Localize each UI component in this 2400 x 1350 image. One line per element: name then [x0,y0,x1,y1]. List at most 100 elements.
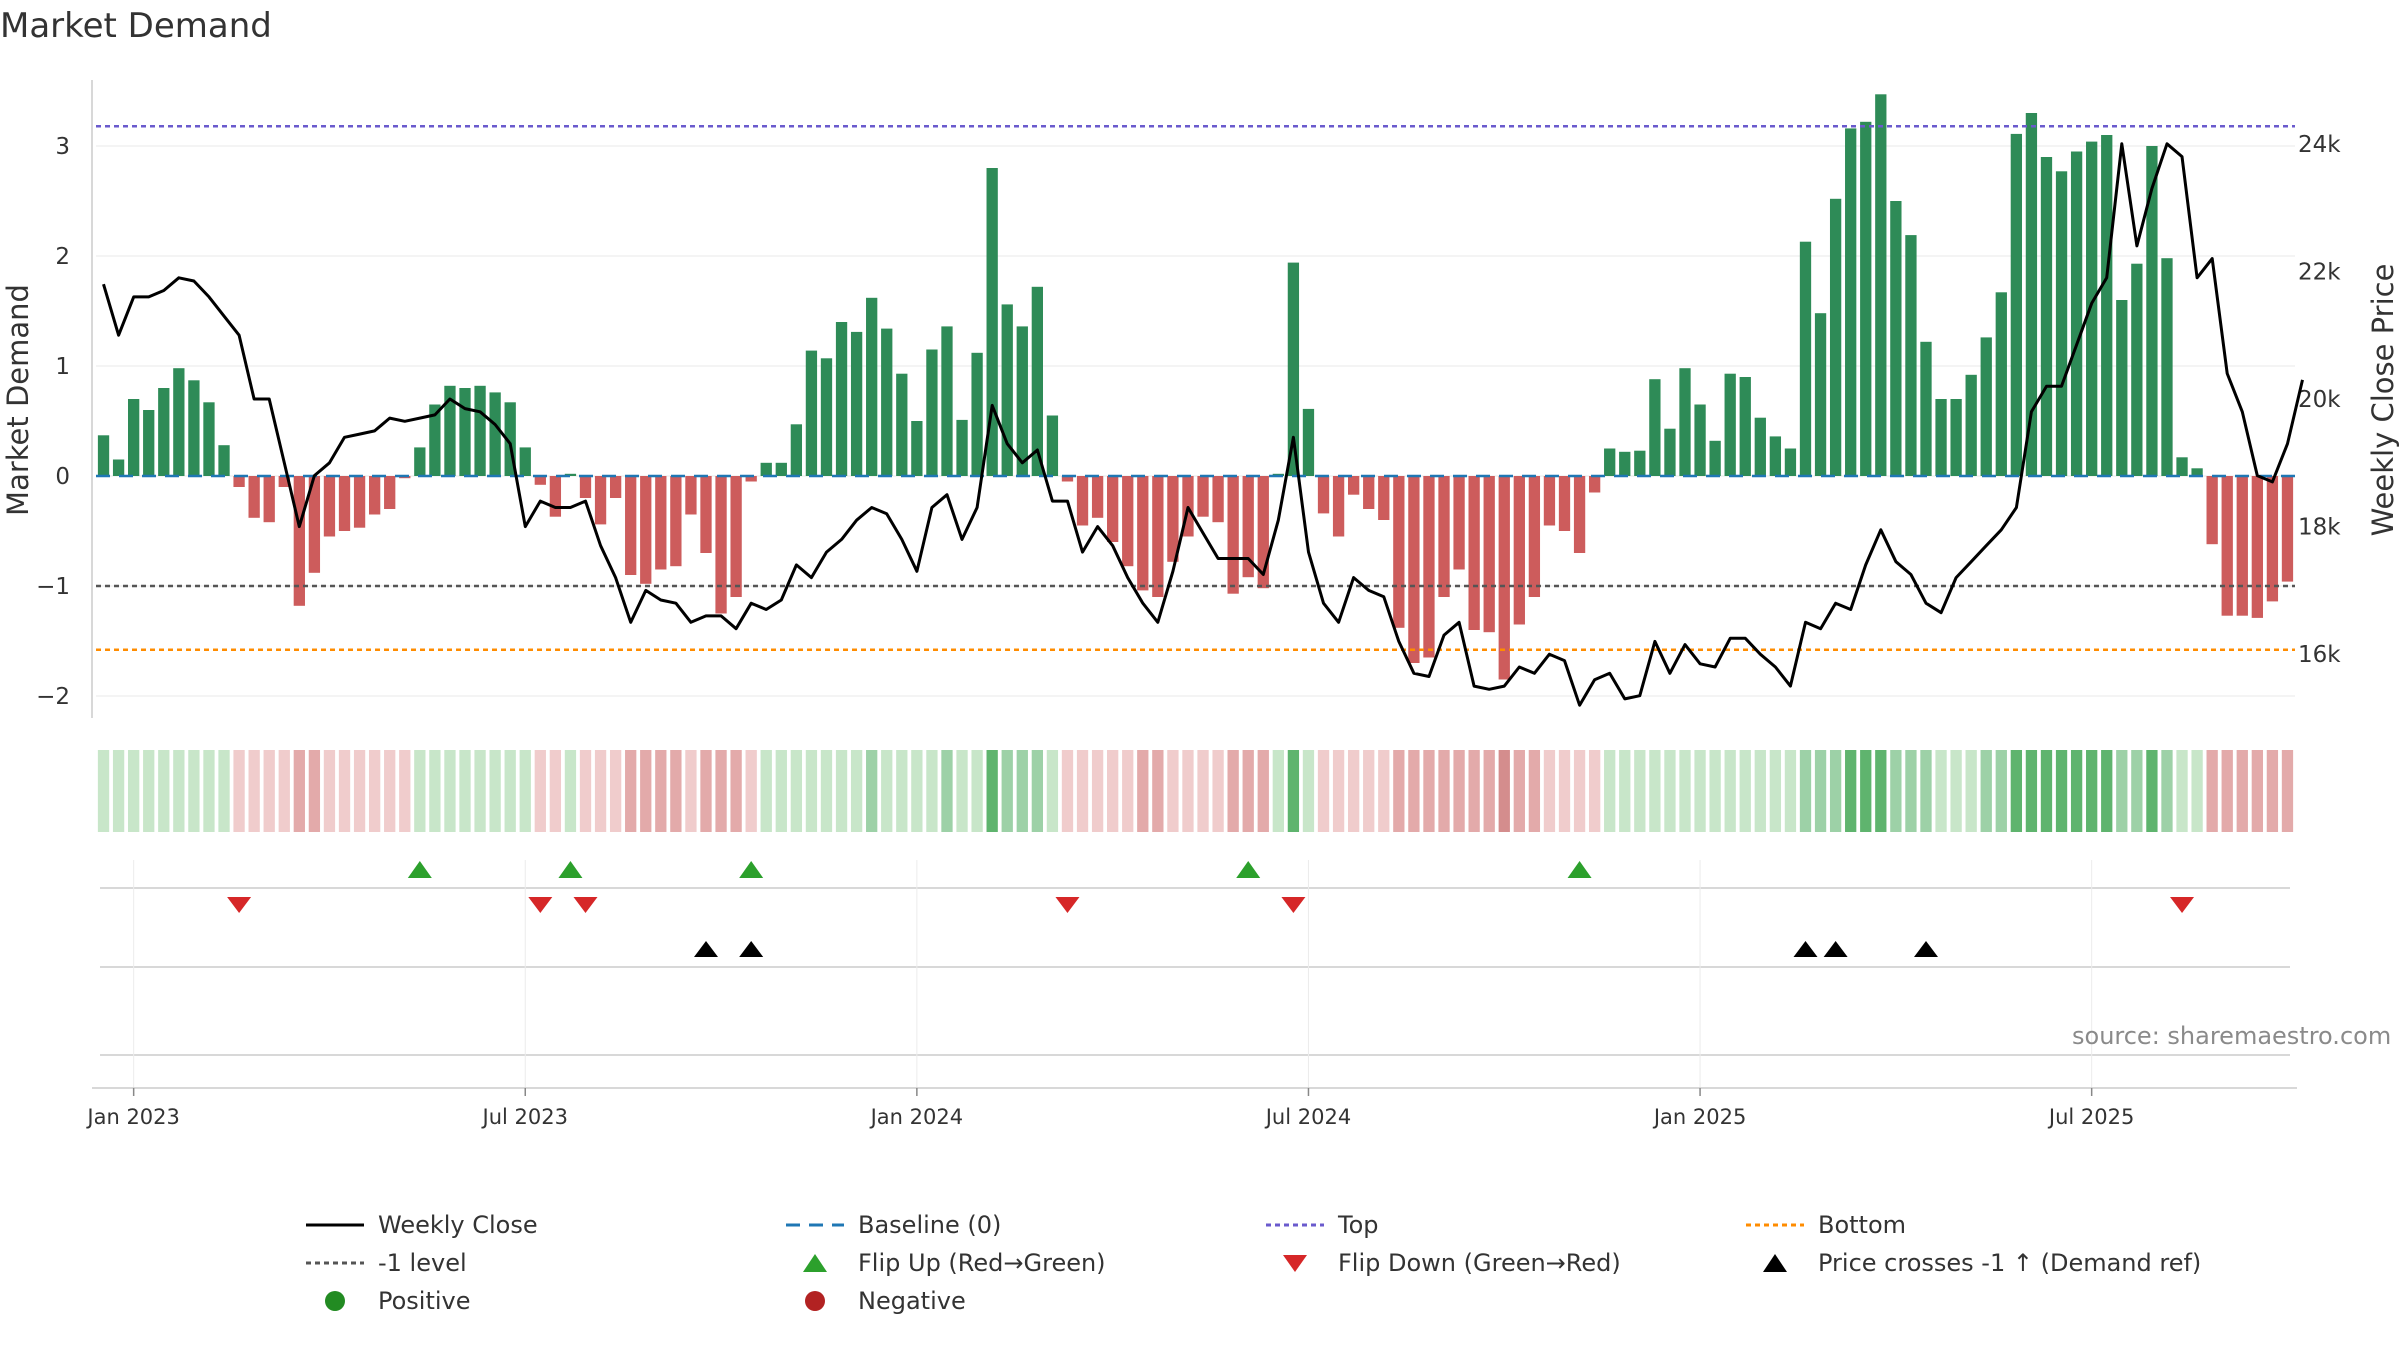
strength-cell [1046,750,1059,832]
demand-bar [1378,476,1390,520]
legend-item-weekly-close: Weekly Close [300,1210,538,1240]
price-cross-marker [1913,941,1938,957]
legend-item-bottom: Bottom [1740,1210,1906,1240]
demand-bar [1423,476,1435,658]
strength-cell [429,750,441,832]
demand-bar [1905,235,1917,476]
flip-up-marker [1236,861,1261,878]
strength-cell [112,750,125,832]
strength-cell [248,750,260,832]
demand-bar [594,476,607,525]
strength-cell [1468,750,1480,832]
strength-cell [926,750,938,832]
strength-cell [1423,750,1435,832]
strength-cell [1076,750,1089,832]
demand-bar [1829,198,1842,477]
strength-cell [2191,750,2203,832]
legend-label: Top [1338,1211,1379,1239]
strength-cell [1649,750,1661,832]
strength-cell [1875,750,1887,832]
demand-bar [1212,476,1224,523]
strength-cell [655,750,667,832]
demand-bar [941,326,953,476]
strength-cell [609,750,622,832]
price-cross-marker [739,941,764,957]
y-tick-label: −1 [36,574,70,600]
demand-bar [1528,476,1541,597]
strength-cell [1920,750,1932,832]
strength-cell [790,750,803,832]
demand-bar [956,419,968,476]
strength-cell [263,750,275,832]
strength-cell [1754,750,1766,832]
strength-cell [353,750,366,832]
strength-cell [1528,750,1541,832]
demand-bar [112,459,125,476]
demand-bar [2236,476,2248,616]
demand-bar [1890,201,1902,476]
strength-cell [1061,750,1074,832]
strength-cell [308,750,321,832]
strength-cell [579,750,592,832]
demand-bar [1031,286,1044,476]
y-tick-label: 3 [55,134,70,160]
demand-bar [1302,408,1315,476]
strength-cell [1995,750,2007,832]
demand-bar [519,447,531,476]
demand-bar [730,476,742,597]
demand-bar [158,388,170,476]
strength-cell [2251,750,2263,832]
demand-bar [143,410,155,476]
demand-bar [1845,128,1857,476]
demand-bar [1122,476,1134,567]
y2-axis-label: Weekly Close Price [2366,264,2400,537]
strength-cell [1453,750,1465,832]
strength-cell [564,750,577,832]
strength-cell [188,750,200,832]
x-tick-label: Jan 2023 [85,1105,180,1129]
strength-cell [2146,750,2158,832]
demand-bar [1935,399,1947,476]
dotted-line-icon [1740,1210,1810,1240]
x-tick-label: Jan 2025 [1652,1105,1747,1129]
flip-down-marker [1055,897,1080,913]
strength-cell [1588,750,1601,832]
strength-cell [474,750,486,832]
demand-bar [1980,337,1992,476]
strength-cell [143,750,155,832]
legend-label: Weekly Close [378,1211,538,1239]
demand-bar [1393,476,1405,628]
demand-bar [203,402,215,476]
demand-bar [1061,476,1074,482]
strength-cell [203,750,215,832]
demand-bar [775,462,787,476]
demand-bar [1513,476,1525,625]
strength-cell [1829,750,1842,832]
weekly-close-line [102,142,2304,707]
strength-cell [1483,750,1495,832]
y-tick-label: −2 [36,684,70,710]
demand-bar [835,322,848,476]
demand-bar [579,476,592,498]
y2-tick-label: 18k [2298,515,2341,541]
demand-bar [1438,476,1450,597]
strength-cell [700,750,712,832]
strength-cell [1814,750,1827,832]
demand-bar [1573,476,1586,553]
legend-label: Flip Up (Red→Green) [858,1249,1106,1277]
demand-bar [640,476,652,584]
flip-down-marker [573,897,598,913]
strength-cell [1694,750,1706,832]
strength-cell [1845,750,1857,832]
strength-cell [2236,750,2248,832]
demand-bar [1016,326,1028,476]
demand-bar [790,424,803,476]
strength-cell [670,750,682,832]
flip-down-marker [1281,897,1306,913]
demand-bar [1076,476,1089,526]
strength-cell [1769,750,1782,832]
demand-bar [1679,368,1691,476]
strength-cell [1152,750,1164,832]
demand-bar [1649,379,1661,476]
strength-cell [233,750,245,832]
